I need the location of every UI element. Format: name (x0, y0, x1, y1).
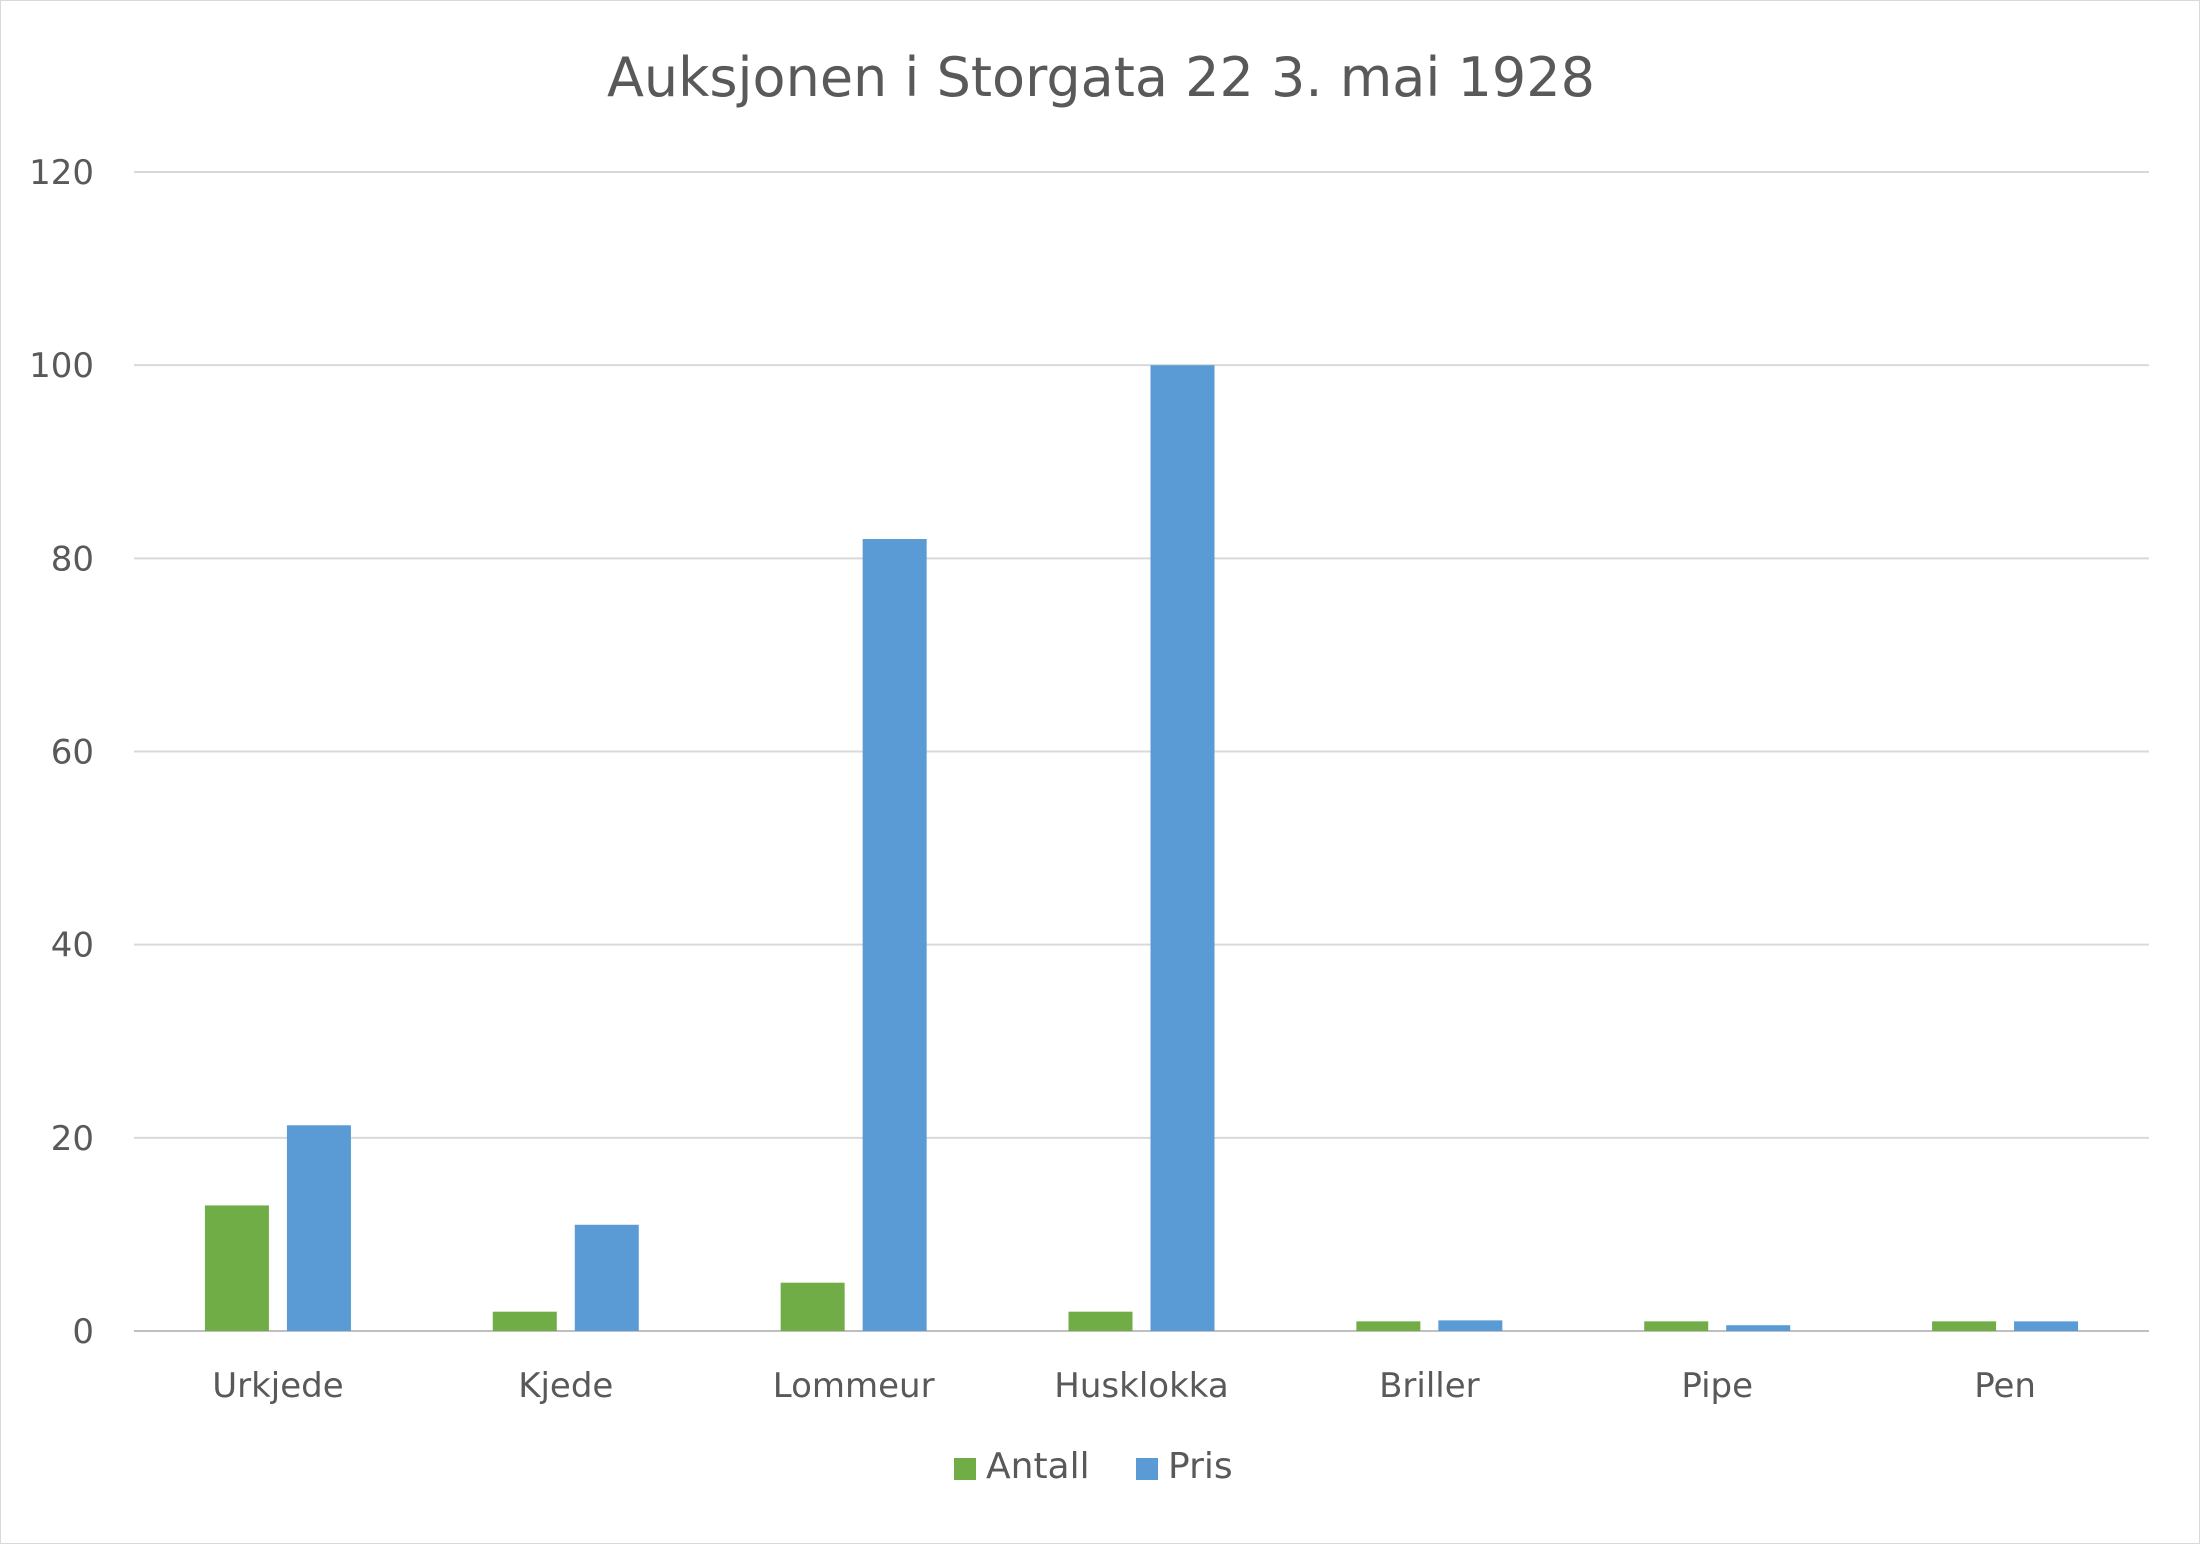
bar-pris-husklokka (1150, 365, 1215, 1332)
y-tick-label: 60 (51, 733, 94, 773)
y-axis-ticks: 0 20 40 60 80 100 120 (29, 153, 94, 1352)
bar-pris-pen (2014, 1321, 2079, 1331)
legend-swatch-antall (954, 1458, 976, 1480)
y-tick-label: 120 (29, 153, 94, 193)
legend-label-antall: Antall (986, 1446, 1090, 1487)
x-axis-labels: Urkjede Kjede Lommeur Husklokka Briller Pipe P… (212, 1366, 2036, 1406)
bar-antall-briller (1356, 1321, 1421, 1331)
x-category-label: Kjede (518, 1366, 613, 1406)
legend: Antall Pris (954, 1446, 1233, 1487)
bar-antall-husklokka (1068, 1311, 1133, 1331)
bar-antall-pipe (1644, 1321, 1709, 1331)
gridlines (134, 171, 2149, 1332)
chart-title: Auksjonen i Storgata 22 3. mai 1928 (607, 46, 1595, 109)
x-category-label: Briller (1379, 1366, 1480, 1406)
y-tick-label: 80 (51, 539, 94, 579)
x-category-label: Pen (1974, 1366, 2036, 1406)
bar-antall-kjede (492, 1311, 557, 1331)
bar-pris-briller (1438, 1320, 1503, 1331)
bar-pris-urkjede (286, 1125, 351, 1331)
legend-swatch-pris (1136, 1458, 1158, 1480)
y-tick-label: 100 (29, 346, 94, 386)
bar-antall-pen (1932, 1321, 1997, 1331)
x-category-label: Husklokka (1054, 1366, 1228, 1406)
x-category-label: Lommeur (773, 1366, 935, 1406)
y-tick-label: 40 (51, 926, 94, 966)
x-category-label: Pipe (1681, 1366, 1753, 1406)
bars (204, 365, 2079, 1332)
bar-pris-lommeur (862, 539, 927, 1331)
x-category-label: Urkjede (212, 1366, 343, 1406)
bar-antall-urkjede (204, 1205, 269, 1331)
bar-pris-kjede (574, 1224, 639, 1331)
bar-antall-lommeur (780, 1282, 845, 1331)
legend-label-pris: Pris (1168, 1446, 1233, 1487)
bar-pris-pipe (1726, 1325, 1791, 1331)
y-tick-label: 20 (51, 1119, 94, 1159)
y-tick-label: 0 (72, 1312, 94, 1352)
